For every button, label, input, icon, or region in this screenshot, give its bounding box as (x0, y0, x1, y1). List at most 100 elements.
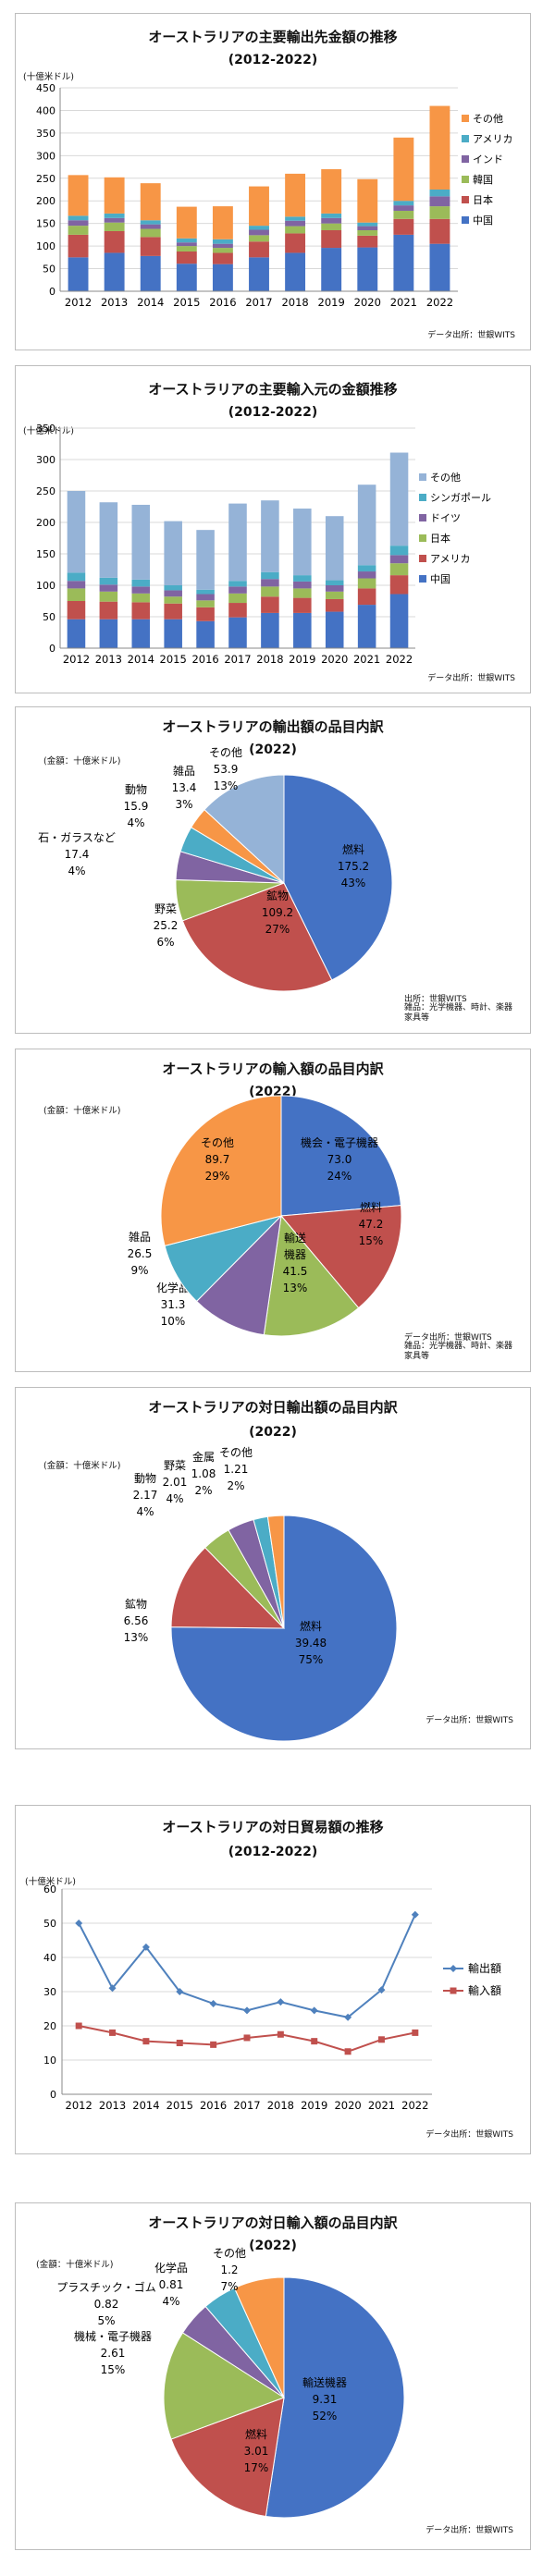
legend-label: アメリカ (473, 133, 512, 145)
pie-label-line: 47.2 (359, 1218, 384, 1231)
bar-segment (249, 186, 269, 227)
chart-title: オーストラリアの輸入額の品目内訳 (162, 1061, 384, 1077)
legend-marker (450, 1965, 457, 1972)
bar-segment (393, 137, 414, 202)
pie-label-line: 2% (227, 1479, 244, 1492)
pie-label-line: 13% (214, 779, 239, 792)
bar-segment (261, 586, 279, 597)
stacked-bar-chart-imports: 0 50 100 150 200 250 300 350 2012 2013 2014 2015 201… (36, 423, 491, 666)
y-tick-label: 50 (43, 611, 56, 623)
legend-swatch (419, 494, 426, 501)
pie-label: 石・ガラスなど 17.4 4% (38, 831, 116, 877)
bar-segment (261, 571, 279, 580)
bar-segment (249, 241, 269, 258)
pie-label-line: 化学品 (154, 2261, 188, 2275)
bar-segment (131, 579, 151, 587)
x-tick-label: 2015 (173, 296, 200, 309)
bar-segment (67, 588, 86, 601)
bar-segment (176, 238, 197, 243)
legend-swatch (419, 534, 426, 542)
pie-label-line: 41.5 (283, 1265, 308, 1278)
x-tick-label: 2016 (191, 653, 218, 666)
bar-segment (389, 546, 409, 556)
pie-slice (195, 1214, 282, 1336)
bar-segment (357, 222, 378, 227)
bar-segment (261, 579, 279, 587)
pie-label-line: その他 (219, 1446, 253, 1459)
data-source: 出所：世銀WITS (404, 995, 467, 1004)
bar-segment (228, 586, 247, 594)
pie-label-line: 10% (161, 1315, 186, 1328)
pie-label: その他 1.21 2% (219, 1446, 253, 1492)
pie-label: 化学品 31.3 10% (156, 1281, 190, 1328)
y-tick-label: 50 (43, 1918, 56, 1930)
chart-title: オーストラリアの対日貿易額の推移 (162, 1819, 384, 1835)
x-tick-label: 2020 (334, 2099, 361, 2112)
bar-segment (357, 578, 376, 589)
pie-label-line: 2.17 (133, 1489, 158, 1502)
pie-label: 雑品 13.4 3% (172, 764, 197, 811)
chart-title: オーストラリアの輸出額の品目内訳 (162, 718, 384, 735)
y-tick-label: 450 (36, 82, 56, 94)
y-tick-label: 10 (43, 2055, 56, 2067)
y-unit-label: (金額：十億米ドル) (43, 1106, 121, 1116)
bar-segment (164, 521, 182, 585)
pie-label-line: 175.2 (338, 860, 369, 873)
panel-japan-trade-trend: オーストラリアの対日貿易額の推移 (2012-2022) (十億米ドル) 0 10… (15, 1805, 531, 2154)
x-tick-label: 2021 (390, 296, 417, 309)
y-unit-label: (金額：十億米ドル) (43, 1461, 121, 1471)
pie-label: 燃料 47.2 15% (359, 1200, 384, 1247)
bar-segment (99, 502, 118, 578)
data-point (142, 1943, 150, 1951)
y-tick-label: 40 (43, 1952, 56, 1964)
bar-segment (228, 603, 247, 618)
pie-label-line: 15.9 (124, 800, 149, 813)
bar-segment (176, 264, 197, 291)
pie-label-line: 25.2 (154, 919, 179, 932)
pie-slice (279, 1205, 402, 1309)
panel-export-breakdown: オーストラリアの輸出額の品目内訳 (2022) (金額：十億米ドル) 燃料 175… (15, 706, 531, 1034)
pie-label-line: 石・ガラスなど (38, 831, 116, 844)
legend-label: 輸出額 (468, 1961, 501, 1975)
bar-segment (196, 607, 215, 621)
bar-segment (140, 228, 161, 238)
bar-segment (196, 589, 215, 595)
pie-slice (280, 1095, 402, 1217)
bar-segment (285, 216, 306, 221)
bar-segment (261, 596, 279, 613)
stacked-bar-chart-exports: 0 50 100 150 200 250 300 350 400 450 2012 2013 2014 2… (36, 82, 512, 309)
data-source: データ出所：世銀WITS (426, 2526, 513, 2535)
bar-segment (429, 243, 450, 291)
legend-swatch (419, 575, 426, 583)
pie-slice (266, 1515, 285, 1629)
pie-label-line: 89.7 (205, 1153, 230, 1166)
x-tick-label: 2020 (321, 653, 348, 666)
y-tick-label: 200 (36, 195, 56, 207)
bar-segment (357, 226, 378, 230)
y-unit-label: (十億米ドル) (25, 1877, 76, 1887)
bar-segment (293, 581, 312, 589)
y-tick-label: 300 (36, 150, 56, 162)
bar-segment (357, 235, 378, 248)
pie-label-line: 43% (341, 877, 366, 889)
data-point (176, 2040, 183, 2046)
bar-segment (393, 218, 414, 235)
y-tick-label: 350 (36, 423, 56, 435)
pie-label: その他 1.2 7% (213, 2247, 246, 2293)
bar-segment (131, 619, 151, 648)
pie-label-line: 2.01 (163, 1476, 188, 1489)
bar-segment (176, 206, 197, 239)
bar-segment (429, 105, 450, 190)
chart-title: オーストラリアの主要輸出先金額の推移 (148, 29, 398, 45)
data-point (142, 2038, 150, 2045)
bar-segment (212, 206, 233, 239)
pie-label-line: 鉱物 (125, 1597, 147, 1611)
pie-label-line: 4% (166, 1492, 183, 1505)
y-unit-label: (十億米ドル) (23, 426, 74, 436)
bar-segment (249, 257, 269, 291)
y-tick-label: 0 (49, 643, 56, 655)
bar-segment (164, 619, 182, 648)
bar-segment (140, 255, 161, 291)
legend-label: ドイツ (430, 512, 461, 524)
bar-segment (67, 581, 86, 589)
